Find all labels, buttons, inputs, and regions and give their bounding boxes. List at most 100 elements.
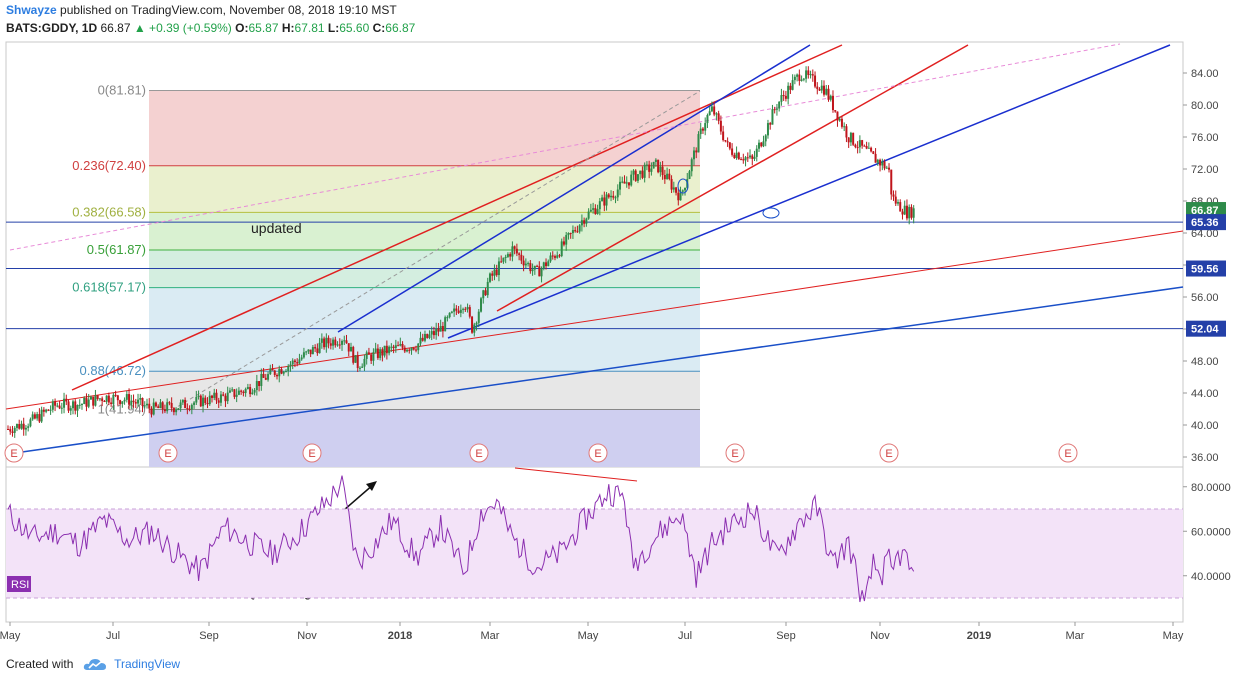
candle-body — [634, 170, 637, 181]
candle-body — [78, 404, 81, 406]
time-tick-label: 2019 — [967, 630, 991, 642]
price-tick-label: 48.00 — [1191, 356, 1219, 368]
candle-body — [193, 402, 196, 405]
tradingview-brand[interactable]: TradingView — [114, 657, 181, 671]
candle-body — [352, 346, 355, 363]
candle-body — [309, 349, 312, 355]
candle-body — [531, 269, 534, 272]
candle-body — [874, 153, 877, 163]
candle-body — [278, 369, 281, 377]
candle-body — [157, 406, 160, 409]
candle-body — [769, 123, 772, 125]
candle-body — [542, 262, 545, 269]
candle-body — [370, 354, 373, 361]
earnings-marker: E — [475, 448, 482, 460]
blue-support-line — [21, 286, 1184, 453]
candle-body — [385, 345, 388, 354]
time-tick-label: May — [1163, 630, 1184, 642]
earnings-marker: E — [885, 448, 892, 460]
candle-body — [446, 317, 449, 319]
author-name[interactable]: Shwayze — [6, 3, 57, 17]
price-label-value: 52.04 — [1191, 324, 1219, 336]
candle-body — [186, 408, 189, 410]
earnings-marker: E — [308, 448, 315, 460]
candle-body — [668, 173, 671, 179]
candle-body — [580, 220, 583, 226]
candle-body — [365, 352, 368, 359]
candle-body — [697, 134, 700, 153]
candle-body — [883, 161, 886, 169]
candle-body — [619, 181, 622, 190]
candle-body — [560, 241, 563, 257]
fib-zone-0.382 — [149, 212, 700, 251]
candle-body — [728, 142, 731, 149]
candle-body — [491, 273, 494, 276]
candle-body — [672, 187, 675, 190]
candle-body — [863, 145, 866, 147]
candle-body — [587, 211, 590, 219]
candle-body — [466, 307, 469, 310]
candle-body — [392, 346, 395, 349]
candle-body — [766, 123, 769, 136]
candle-body — [553, 256, 556, 258]
earnings-marker-circle — [4, 443, 24, 463]
candle-body — [215, 392, 218, 401]
candle-body — [533, 265, 536, 270]
price-tick-label: 64.00 — [1191, 228, 1219, 240]
candle-body — [253, 390, 256, 393]
candle-body — [175, 409, 178, 413]
candle-body — [415, 349, 418, 351]
candle-body — [343, 340, 346, 342]
price-label-value: 66.87 — [1191, 205, 1219, 217]
candle-body — [773, 109, 776, 111]
candle-body — [536, 265, 539, 267]
candle-body — [905, 205, 908, 219]
close-label: C: — [372, 21, 386, 35]
candle-body — [805, 70, 808, 79]
candle-body — [807, 70, 810, 75]
fib-zone-0 — [149, 90, 700, 166]
candle-body — [607, 194, 610, 198]
candle-body — [388, 346, 391, 354]
pink-dashed-trend — [9, 43, 1121, 251]
candle-body — [399, 343, 402, 346]
candle-body — [219, 394, 222, 403]
candle-body — [190, 404, 193, 410]
candle-body — [585, 218, 588, 224]
candle-body — [258, 381, 261, 387]
price-tick-label: 84.00 — [1191, 68, 1219, 80]
candle-body — [549, 255, 552, 262]
candle-body — [896, 202, 899, 204]
candle-body — [675, 187, 678, 193]
candle-body — [31, 414, 34, 420]
candle-body — [143, 405, 146, 407]
candle-body — [641, 170, 644, 178]
candle-body — [291, 360, 294, 365]
rsi-label: RSI — [11, 579, 29, 591]
candle-body — [455, 308, 458, 311]
candle-body — [114, 394, 117, 396]
candle-body — [627, 182, 630, 186]
candle-body — [834, 110, 837, 112]
candle-body — [903, 205, 906, 215]
candle-body — [867, 147, 870, 149]
candle-body — [881, 161, 884, 166]
candle-body — [67, 401, 70, 411]
candle-body — [284, 371, 287, 373]
candle-body — [358, 367, 361, 369]
candle-body — [731, 148, 734, 155]
candle-body — [148, 403, 151, 409]
red-channel-lower — [496, 44, 969, 312]
candle-body — [273, 370, 276, 375]
candle-body — [244, 388, 247, 394]
earnings-marker: E — [1064, 448, 1071, 460]
candle-body — [94, 395, 97, 406]
rsi-tick-label: 80.0000 — [1191, 482, 1231, 494]
earnings-marker-circle — [302, 443, 322, 463]
candle-body — [495, 269, 498, 276]
candle-body — [125, 394, 128, 400]
candle-body — [168, 402, 171, 404]
rsi-divergence-line — [514, 467, 638, 482]
candle-body — [865, 146, 868, 149]
